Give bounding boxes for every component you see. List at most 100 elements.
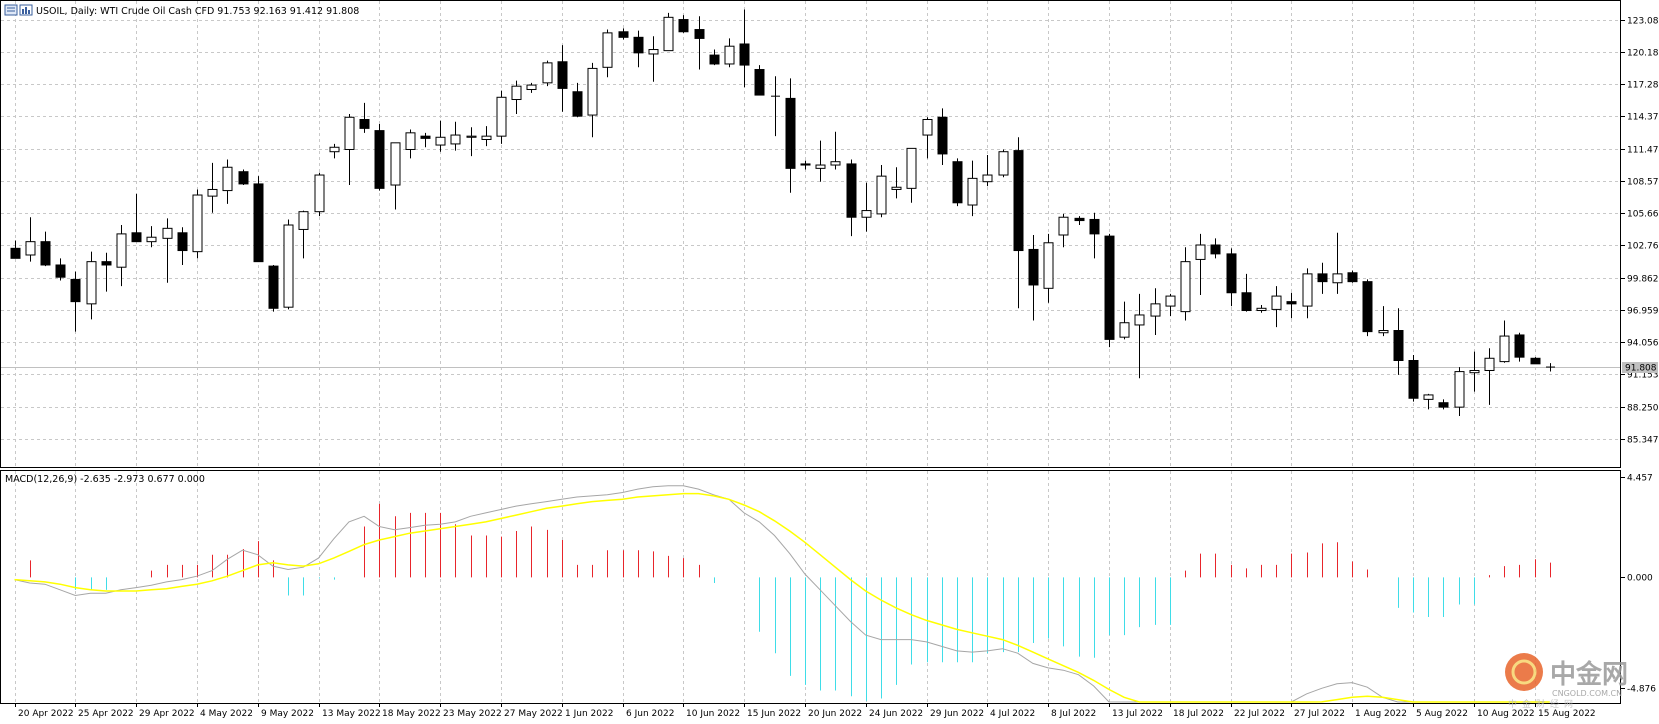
candle-body <box>1134 314 1145 326</box>
candle <box>800 160 811 170</box>
candle <box>390 142 401 210</box>
candle-body <box>1013 150 1024 252</box>
time-tick-label: 10 Jun 2022 <box>686 709 740 719</box>
candle-body <box>815 164 826 169</box>
candle <box>1028 235 1039 321</box>
macd-histogram <box>30 503 1551 701</box>
candle-body <box>1180 261 1191 313</box>
candle-body <box>754 69 765 96</box>
watermark-slogan: 中金财经网 <box>1508 698 1578 710</box>
candle-body <box>359 119 370 129</box>
candle-body <box>998 151 1009 176</box>
candle-body <box>785 97 796 169</box>
candle-body <box>587 67 598 116</box>
time-tick-label: 1 Aug 2022 <box>1355 709 1407 719</box>
candle <box>602 29 613 78</box>
time-tick-label: 20 Jun 2022 <box>808 709 862 719</box>
watermark-logo-icon <box>1505 653 1543 691</box>
candle <box>694 16 705 70</box>
candle-body <box>1089 218 1100 235</box>
candle-body <box>405 132 416 150</box>
candle-body <box>1408 359 1419 399</box>
price-tick-label: 85.347 <box>1627 436 1659 446</box>
candle <box>922 117 933 159</box>
current-price-marker: 91.808 <box>1622 362 1658 374</box>
candle-body <box>192 194 203 253</box>
candle-body <box>390 142 401 186</box>
candle <box>1317 262 1328 294</box>
candle-body <box>70 278 81 303</box>
candle-body <box>572 91 583 117</box>
time-tick-label: 13 May 2022 <box>322 709 381 719</box>
candle <box>1302 268 1313 319</box>
candle <box>1484 348 1495 405</box>
candle-body <box>268 265 279 309</box>
candle <box>678 15 689 33</box>
price-tick-label: 108.571 <box>1627 178 1659 188</box>
signal-line <box>14 492 1550 703</box>
candle-body <box>1530 357 1541 365</box>
time-tick-label: 18 May 2022 <box>382 709 441 719</box>
candle <box>40 231 51 267</box>
chart-window-icon[interactable] <box>19 4 33 16</box>
candle-body <box>1241 292 1252 312</box>
candle-body <box>724 45 735 65</box>
candle <box>815 140 826 182</box>
candle-body <box>891 186 902 190</box>
candle <box>25 217 36 262</box>
candle <box>374 123 385 191</box>
chart-window-icon[interactable] <box>4 4 18 16</box>
time-tick-label: 4 Jul 2022 <box>990 709 1035 719</box>
candle <box>405 129 416 159</box>
candle <box>222 159 233 204</box>
macd-axis: 4.457 0.000 -4.876 <box>1620 474 1656 695</box>
candle-body <box>876 175 887 215</box>
candle <box>1423 393 1434 410</box>
candle-body <box>1362 281 1373 333</box>
macd-tick-label: 4.457 <box>1627 474 1653 484</box>
price-tick-label: 94.056 <box>1627 339 1659 349</box>
candle-body <box>1195 244 1206 260</box>
time-tick-label: 24 Jun 2022 <box>869 709 923 719</box>
candle-body <box>542 62 553 84</box>
time-tick-label: 15 Aug 2022 <box>1538 709 1596 719</box>
candle <box>192 189 203 259</box>
candle <box>314 172 325 217</box>
candle <box>450 121 461 151</box>
candle <box>481 126 492 147</box>
candle-body <box>967 177 978 206</box>
candle-body <box>648 49 659 55</box>
time-tick-label: 27 May 2022 <box>504 709 563 719</box>
time-tick-label: 27 Jul 2022 <box>1294 709 1345 719</box>
candle-body <box>1378 330 1389 334</box>
candle <box>511 80 522 114</box>
candle-body <box>344 116 355 150</box>
candle <box>1134 293 1145 379</box>
candle <box>1104 233 1115 348</box>
price-tick-label: 120.183 <box>1627 49 1659 59</box>
candle <box>1286 292 1297 319</box>
candle-body <box>162 227 173 239</box>
candle <box>633 30 644 68</box>
candle-body <box>982 174 993 183</box>
time-tick-label: 29 Jun 2022 <box>930 709 984 719</box>
time-tick-label: 18 Jul 2022 <box>1173 709 1224 719</box>
candle-body <box>329 146 340 153</box>
price-tick-label: 96.959 <box>1627 307 1659 317</box>
candle <box>496 90 507 144</box>
candle <box>283 219 294 310</box>
candle <box>420 132 431 148</box>
macd-header: MACD(12,26,9) -2.635 -2.973 0.677 0.000 <box>5 474 205 485</box>
candle <box>70 271 81 332</box>
candle-body <box>1347 272 1358 283</box>
candle <box>1150 288 1161 335</box>
candle <box>86 251 97 320</box>
candle-body <box>906 147 917 189</box>
candle-body <box>466 135 477 138</box>
time-tick-label: 13 Jul 2022 <box>1112 709 1163 719</box>
candle-body <box>40 241 51 266</box>
candle-body <box>1210 244 1221 255</box>
candle <box>1271 286 1282 328</box>
time-tick-label: 6 Jun 2022 <box>626 709 674 719</box>
